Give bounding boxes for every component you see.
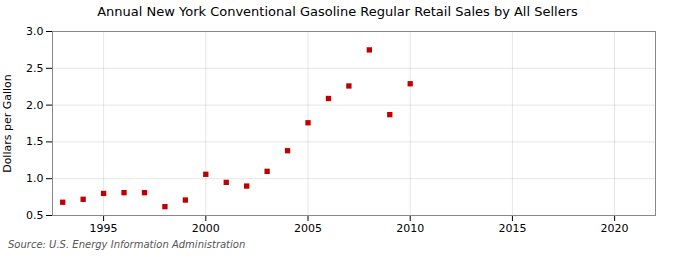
svg-text:Dollars per Gallon: Dollars per Gallon (1, 74, 14, 173)
svg-text:0.5: 0.5 (26, 209, 44, 222)
svg-text:2.5: 2.5 (26, 62, 44, 75)
html-text:Annual New York Conventional G: Annual New York Conventional Gasoline Re… (97, 4, 578, 19)
svg-text:1.0: 1.0 (26, 172, 44, 185)
svg-text:1995: 1995 (90, 222, 118, 235)
svg-text:2000: 2000 (192, 222, 220, 235)
svg-text:2020: 2020 (601, 222, 629, 235)
svg-text:1.5: 1.5 (26, 135, 44, 148)
html-text:Source: U.S. Energy Informatio: Source: U.S. Energy Information Administ… (8, 239, 246, 250)
svg-text:2005: 2005 (294, 222, 322, 235)
svg-text:2015: 2015 (498, 222, 526, 235)
svg-text:2010: 2010 (396, 222, 424, 235)
svg-text:3.0: 3.0 (26, 25, 44, 38)
svg-text:2.0: 2.0 (26, 99, 44, 112)
